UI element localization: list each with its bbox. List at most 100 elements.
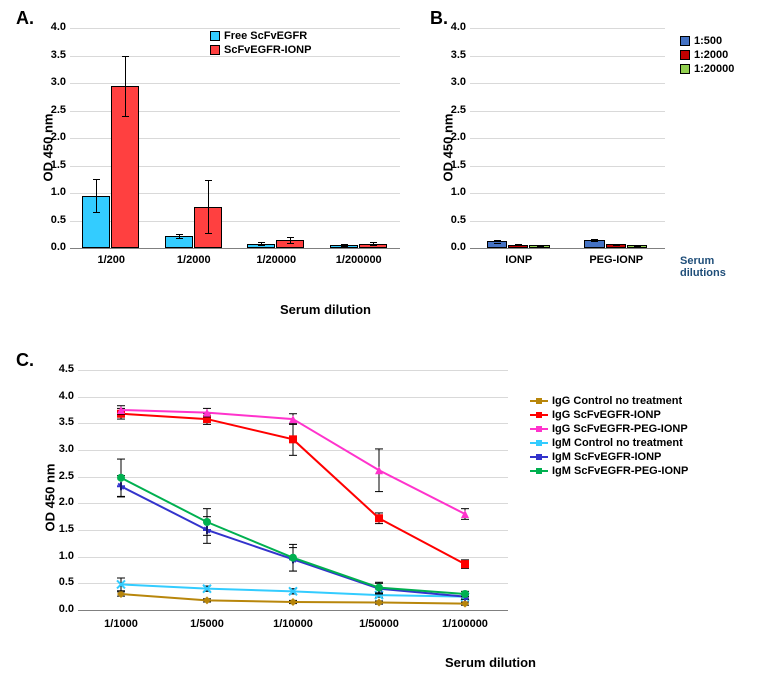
error-cap: [341, 246, 348, 247]
grid-line: [470, 138, 665, 139]
legend-swatch: [680, 50, 690, 60]
line-svg: [78, 370, 508, 640]
legend-swatch: [680, 64, 690, 74]
panel-c-label: C.: [16, 350, 34, 371]
legend-item: IgG ScFvEGFR-IONP: [530, 409, 688, 421]
error-cap: [591, 241, 598, 242]
grid-line: [470, 221, 665, 222]
error-cap: [613, 245, 620, 246]
legend-item: Free ScFvEGFR: [210, 30, 311, 42]
chart-a: 0.00.51.01.52.02.53.03.54.01/2001/20001/…: [70, 28, 400, 278]
chart-c-xlabel: Serum dilution: [445, 655, 536, 670]
grid-line: [470, 193, 665, 194]
error-bar: [125, 56, 126, 117]
marker: [461, 590, 469, 598]
x-tick-label: 1/2000: [153, 254, 236, 266]
error-cap: [494, 243, 501, 244]
y-tick-label: 3.5: [451, 49, 466, 61]
error-cap: [591, 239, 598, 240]
legend-item: IgM ScFvEGFR-IONP: [530, 451, 688, 463]
legend-swatch: [530, 470, 548, 472]
grid-line: [470, 166, 665, 167]
error-cap: [176, 234, 183, 235]
error-cap: [205, 233, 212, 234]
legend-item: 1:20000: [680, 63, 734, 75]
error-cap: [287, 237, 294, 238]
error-cap: [93, 179, 100, 180]
legend-swatch: [530, 414, 548, 416]
y-tick-label: 0.5: [451, 214, 466, 226]
legend-swatch: [530, 400, 548, 402]
legend-marker-icon: [536, 412, 542, 418]
y-tick-label: 3.0: [59, 443, 74, 455]
chart-a-ylabel: OD 450 nm: [41, 108, 56, 188]
x-tick-label: 1/20000: [235, 254, 318, 266]
chart-c-legend: IgG Control no treatment IgG ScFvEGFR-ION…: [530, 395, 688, 479]
grid-line: [470, 111, 665, 112]
legend-label: 1:20000: [694, 63, 734, 75]
y-tick-label: 1.0: [59, 550, 74, 562]
legend-item: IgM Control no treatment: [530, 437, 688, 449]
legend-swatch: [530, 428, 548, 430]
y-tick-label: 3.0: [51, 76, 66, 88]
chart-b-ylabel: OD 450 nm: [441, 108, 456, 188]
chart-b: 0.00.51.01.52.02.53.03.54.0IONPPEG-IONP: [470, 28, 665, 278]
y-tick-label: 0.5: [59, 576, 74, 588]
y-tick-label: 2.5: [59, 470, 74, 482]
legend-marker-icon: [536, 468, 542, 474]
marker: [203, 596, 211, 604]
x-tick-label: 1/200: [70, 254, 153, 266]
legend-item: IgM ScFvEGFR-PEG-IONP: [530, 465, 688, 477]
legend-swatch: [210, 45, 220, 55]
legend-label: IgG Control no treatment: [552, 395, 682, 407]
legend-label: IgG ScFvEGFR-PEG-IONP: [552, 423, 688, 435]
x-tick-label: IONP: [470, 254, 568, 266]
legend-swatch: [530, 442, 548, 444]
error-bar: [208, 180, 209, 233]
legend-label: ScFvEGFR-IONP: [224, 44, 311, 56]
y-tick-label: 4.0: [59, 390, 74, 402]
x-axis: [70, 248, 400, 249]
error-cap: [370, 242, 377, 243]
panel-b-label: B.: [430, 8, 448, 29]
legend-label: 1:2000: [694, 49, 728, 61]
legend-marker-icon: [536, 426, 542, 432]
marker: [375, 514, 383, 522]
chart-c: 0.00.51.01.52.02.53.03.54.04.51/10001/50…: [78, 370, 508, 640]
legend-marker-icon: [536, 440, 542, 446]
marker: [461, 510, 469, 518]
x-tick-label: 1/200000: [318, 254, 401, 266]
legend-item: IgG ScFvEGFR-PEG-IONP: [530, 423, 688, 435]
y-tick-label: 4.0: [451, 21, 466, 33]
y-tick-label: 1.5: [59, 523, 74, 535]
error-cap: [205, 180, 212, 181]
y-tick-label: 0.0: [59, 603, 74, 615]
grid-line: [70, 28, 400, 29]
error-cap: [122, 116, 129, 117]
marker: [289, 554, 297, 562]
error-cap: [515, 245, 522, 246]
y-tick-label: 1.0: [51, 186, 66, 198]
error-cap: [494, 240, 501, 241]
error-cap: [341, 244, 348, 245]
legend-label: IgG ScFvEGFR-IONP: [552, 409, 661, 421]
grid-line: [70, 83, 400, 84]
legend-item: 1:500: [680, 35, 734, 47]
legend-item: IgG Control no treatment: [530, 395, 688, 407]
x-axis: [470, 248, 665, 249]
legend-swatch: [530, 456, 548, 458]
y-tick-label: 0.0: [451, 241, 466, 253]
y-tick-label: 0.0: [51, 241, 66, 253]
y-tick-label: 4.0: [51, 21, 66, 33]
error-cap: [287, 243, 294, 244]
error-cap: [258, 245, 265, 246]
y-tick-label: 0.5: [51, 214, 66, 226]
legend-label: IgM ScFvEGFR-IONP: [552, 451, 661, 463]
panel-a-label: A.: [16, 8, 34, 29]
marker: [203, 518, 211, 526]
y-tick-label: 3.5: [51, 49, 66, 61]
legend-marker-icon: [536, 454, 542, 460]
x-tick-label: PEG-IONP: [568, 254, 666, 266]
legend-swatch: [680, 36, 690, 46]
error-cap: [122, 56, 129, 57]
